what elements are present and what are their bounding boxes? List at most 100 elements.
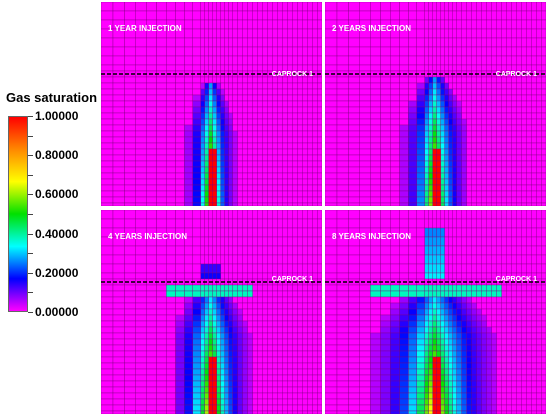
grid-cell bbox=[112, 380, 125, 388]
grid-cell bbox=[312, 184, 318, 192]
grid-cell bbox=[156, 94, 167, 102]
grid-cell bbox=[325, 46, 338, 57]
grid-cell bbox=[135, 82, 147, 90]
grid-cell bbox=[277, 410, 283, 414]
grid-cell bbox=[456, 338, 462, 346]
grid-cell bbox=[436, 263, 441, 274]
grid-cell bbox=[521, 296, 527, 304]
grid-cell bbox=[491, 308, 497, 316]
grid-cell bbox=[212, 190, 217, 198]
grid-cell bbox=[359, 46, 371, 57]
grid-cell bbox=[521, 202, 527, 206]
grid-cell bbox=[277, 302, 283, 310]
grid-cell bbox=[521, 112, 527, 120]
grid-cell bbox=[237, 76, 243, 84]
grid-cell bbox=[200, 55, 205, 66]
grid-cell bbox=[325, 362, 338, 370]
grid-cell bbox=[521, 227, 527, 238]
grid-cell bbox=[166, 112, 176, 120]
grid-cell bbox=[325, 148, 338, 156]
grid-cell bbox=[282, 190, 288, 198]
grid-cell bbox=[267, 2, 273, 12]
grid-cell bbox=[506, 172, 512, 180]
grid-cell bbox=[452, 202, 457, 206]
grid-cell bbox=[237, 410, 243, 414]
grid-cell bbox=[432, 46, 437, 57]
grid-cell bbox=[272, 88, 278, 96]
grid-cell bbox=[348, 88, 360, 96]
grid-cell bbox=[541, 398, 546, 406]
grid-cell bbox=[526, 392, 532, 400]
grid-cell bbox=[101, 362, 114, 370]
grid-cell bbox=[312, 332, 318, 340]
grid-cell bbox=[461, 326, 467, 334]
grid-cell bbox=[496, 100, 502, 108]
grid-cell bbox=[272, 326, 278, 334]
grid-cell bbox=[471, 94, 477, 102]
grid-cell bbox=[297, 245, 303, 256]
grid-cell bbox=[146, 392, 157, 400]
grid-cell bbox=[262, 196, 268, 204]
grid-cell bbox=[257, 196, 263, 204]
grid-cell bbox=[416, 263, 425, 274]
grid-cell bbox=[516, 338, 522, 346]
grid-cell bbox=[247, 148, 253, 156]
grid-cell bbox=[228, 136, 233, 144]
grid-cell bbox=[424, 314, 429, 322]
grid-cell bbox=[476, 326, 482, 334]
grid-cell bbox=[461, 272, 467, 280]
grid-cell bbox=[112, 46, 125, 57]
grid-cell bbox=[428, 356, 433, 364]
grid-cell bbox=[156, 308, 167, 316]
grid-cell bbox=[526, 46, 532, 57]
grid-cell bbox=[399, 178, 409, 186]
grid-cell bbox=[200, 284, 205, 292]
grid-cell bbox=[370, 124, 381, 132]
grid-cell bbox=[282, 398, 288, 406]
grid-cell bbox=[287, 386, 293, 394]
grid-cell bbox=[312, 314, 318, 322]
grid-cell bbox=[208, 196, 213, 204]
grid-cell bbox=[277, 356, 283, 364]
grid-cell bbox=[531, 410, 537, 414]
grid-cell bbox=[297, 37, 303, 48]
grid-cell bbox=[380, 332, 391, 340]
grid-cell bbox=[491, 368, 497, 376]
grid-cell bbox=[428, 112, 433, 120]
grid-cell bbox=[452, 227, 457, 238]
grid-cell bbox=[444, 160, 449, 168]
grid-cell bbox=[486, 386, 492, 394]
grid-cell bbox=[267, 190, 273, 198]
grid-cell bbox=[257, 136, 263, 144]
grid-cell bbox=[471, 392, 477, 400]
grid-cell bbox=[184, 320, 193, 328]
grid-cell bbox=[390, 284, 400, 292]
grid-cell bbox=[325, 326, 338, 334]
grid-cell bbox=[224, 392, 229, 400]
colorbar-label: 0.20000 bbox=[35, 265, 79, 280]
grid-cell bbox=[440, 254, 445, 265]
grid-cell bbox=[476, 64, 482, 72]
grid-cell bbox=[220, 37, 225, 48]
grid-cell bbox=[135, 55, 147, 66]
grid-cell bbox=[262, 410, 268, 414]
grid-cell bbox=[124, 392, 136, 400]
grid-cell bbox=[336, 55, 349, 66]
grid-cell bbox=[380, 142, 391, 150]
grid-cell bbox=[317, 82, 322, 90]
grid-cell bbox=[380, 338, 391, 346]
grid-cell bbox=[302, 130, 308, 138]
grid-cell bbox=[511, 88, 517, 96]
grid-cell bbox=[359, 410, 371, 414]
grid-cell bbox=[541, 184, 546, 192]
grid-cell bbox=[302, 332, 308, 340]
grid-cell bbox=[267, 290, 273, 298]
grid-cell bbox=[277, 82, 283, 90]
grid-cell bbox=[307, 46, 313, 57]
grid-cell bbox=[531, 320, 537, 328]
grid-cell bbox=[228, 272, 233, 280]
grid-cell bbox=[456, 46, 462, 57]
grid-cell bbox=[192, 130, 201, 138]
grid-cell bbox=[481, 106, 487, 114]
grid-cell bbox=[456, 202, 462, 206]
